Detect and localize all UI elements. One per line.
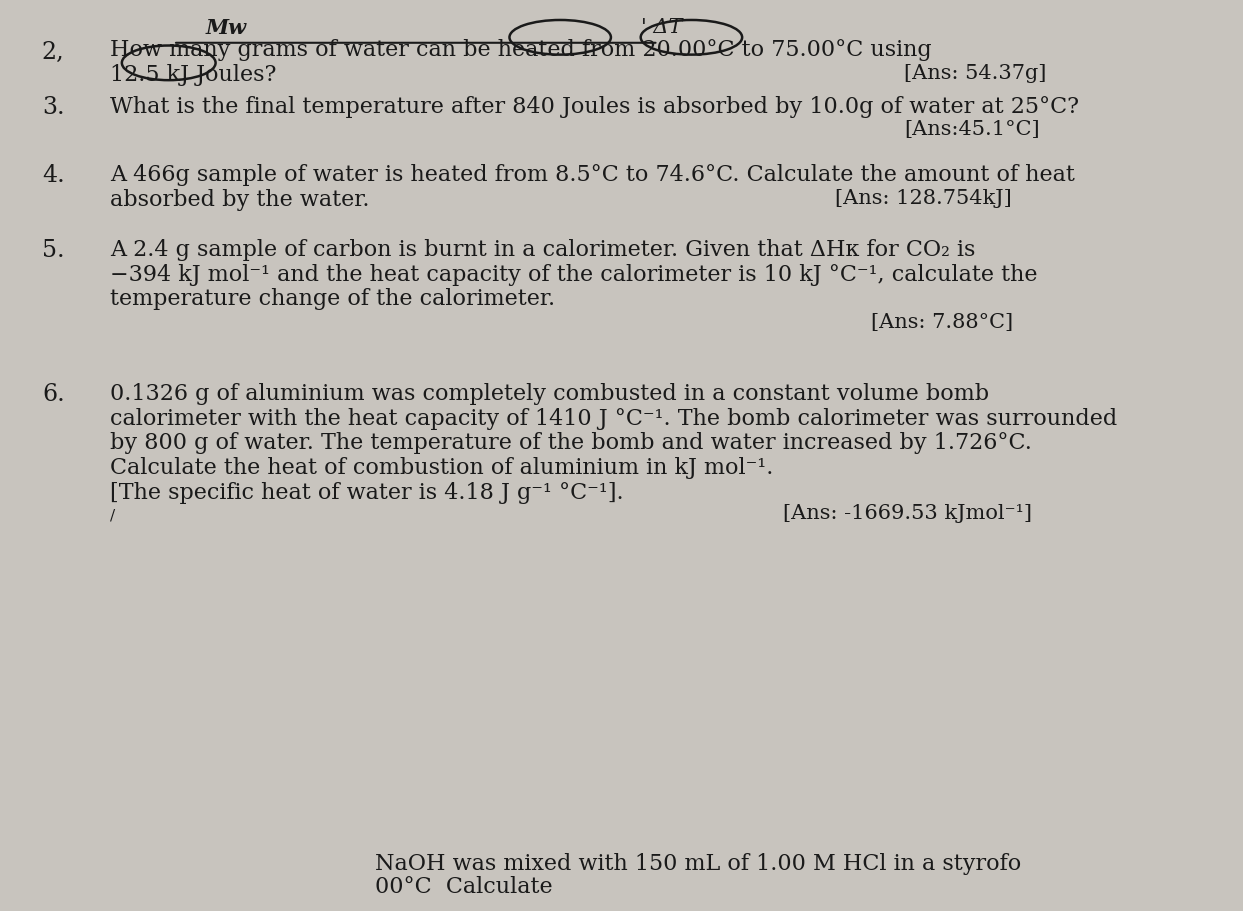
Text: [Ans: 54.37g]: [Ans: 54.37g] <box>904 64 1047 83</box>
Text: calorimeter with the heat capacity of 1410 J °C⁻¹. The bomb calorimeter was surr: calorimeter with the heat capacity of 14… <box>111 407 1117 429</box>
Text: 6.: 6. <box>42 383 65 405</box>
Text: 3.: 3. <box>42 96 65 118</box>
Text: What is the final temperature after 840 Joules is absorbed by 10.0g of water at : What is the final temperature after 840 … <box>111 96 1079 118</box>
Text: [Ans: -1669.53 kJmol⁻¹]: [Ans: -1669.53 kJmol⁻¹] <box>783 504 1032 523</box>
Text: temperature change of the calorimeter.: temperature change of the calorimeter. <box>111 288 556 310</box>
Text: [Ans:45.1°C]: [Ans:45.1°C] <box>904 120 1040 139</box>
Text: A 466g sample of water is heated from 8.5°C to 74.6°C. Calculate the amount of h: A 466g sample of water is heated from 8.… <box>111 164 1075 186</box>
Text: NaOH was mixed with 150 mL of 1.00 M HCl in a styrofo: NaOH was mixed with 150 mL of 1.00 M HCl… <box>375 852 1022 874</box>
Text: A 2.4 g sample of carbon is burnt in a calorimeter. Given that ΔHᴋ for CO₂ is: A 2.4 g sample of carbon is burnt in a c… <box>111 239 976 261</box>
Text: 2,: 2, <box>42 41 65 64</box>
Text: 12.5 kJ Joules?: 12.5 kJ Joules? <box>111 64 277 86</box>
Text: −394 kJ mol⁻¹ and the heat capacity of the calorimeter is 10 kJ °C⁻¹, calculate : −394 kJ mol⁻¹ and the heat capacity of t… <box>111 263 1038 285</box>
Text: ' ΔT: ' ΔT <box>641 18 682 37</box>
Text: 00°C  Calculate: 00°C Calculate <box>375 875 553 896</box>
Text: by 800 g of water. The temperature of the bomb and water increased by 1.726°C.: by 800 g of water. The temperature of th… <box>111 432 1032 454</box>
Text: [Ans: 7.88°C]: [Ans: 7.88°C] <box>871 312 1013 332</box>
Text: [Ans: 128.754kJ]: [Ans: 128.754kJ] <box>835 189 1012 208</box>
Text: /: / <box>111 508 116 522</box>
Text: [The specific heat of water is 4.18 J g⁻¹ °C⁻¹].: [The specific heat of water is 4.18 J g⁻… <box>111 481 624 503</box>
Text: Mw: Mw <box>205 18 246 38</box>
Text: 0.1326 g of aluminium was completely combusted in a constant volume bomb: 0.1326 g of aluminium was completely com… <box>111 383 989 404</box>
Text: How many grams of water can be heated from 20.00°C to 75.00°C using: How many grams of water can be heated fr… <box>111 39 932 61</box>
Text: absorbed by the water.: absorbed by the water. <box>111 189 369 210</box>
Text: 4.: 4. <box>42 164 65 187</box>
Text: Calculate the heat of combustion of aluminium in kJ mol⁻¹.: Calculate the heat of combustion of alum… <box>111 456 773 478</box>
Text: 5.: 5. <box>42 239 65 261</box>
